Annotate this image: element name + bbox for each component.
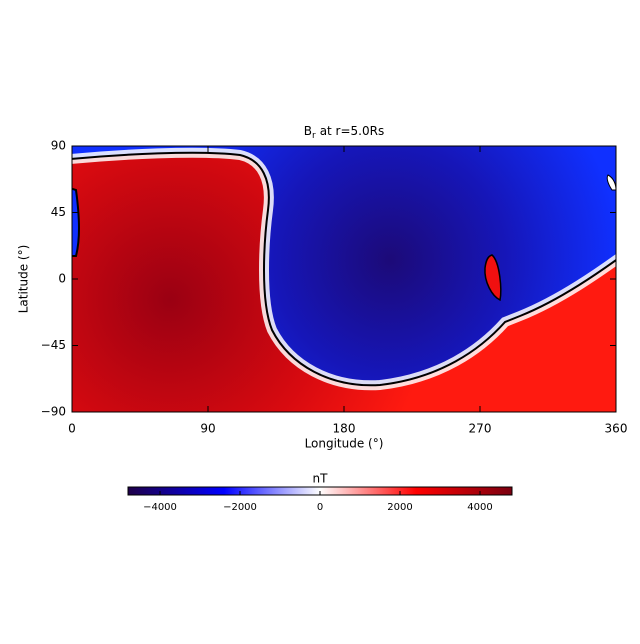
colorbar-tick-label: 0: [317, 502, 323, 513]
y-tick-label: −45: [41, 338, 66, 352]
x-tick-label: 270: [469, 422, 492, 436]
colorbar-label: nT: [313, 472, 329, 486]
x-tick-label: 0: [68, 422, 76, 436]
y-tick-label: 90: [51, 139, 66, 153]
colorbar-tick-label: −2000: [223, 502, 257, 513]
y-tick-label: −90: [41, 405, 66, 419]
x-tick-label: 360: [605, 422, 628, 436]
field: [72, 146, 616, 412]
x-tick-label: 180: [333, 422, 356, 436]
y-tick-label: 45: [51, 205, 66, 219]
colorbar-tick-label: −4000: [143, 502, 177, 513]
y-tick-label: 0: [58, 272, 66, 286]
chart-title: Br at r=5.0Rs: [304, 124, 384, 141]
x-axis-label: Longitude (°): [305, 437, 384, 451]
colorbar-tick-label: 2000: [387, 502, 412, 513]
colorbar-tick-label: 4000: [467, 502, 492, 513]
x-tick-label: 90: [200, 422, 215, 436]
y-axis-label: Latitude (°): [17, 245, 31, 314]
